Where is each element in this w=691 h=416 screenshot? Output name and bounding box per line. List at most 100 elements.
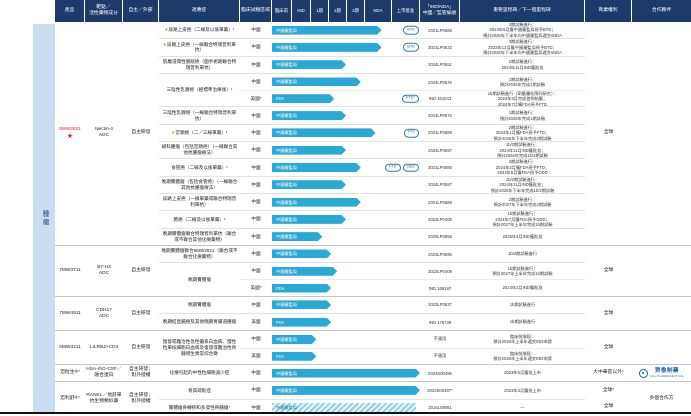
product-name: 9MW2821 xyxy=(59,126,81,132)
indication-label: 復發或難治性急性髓系白血病、慢性粒單核細胞白血病及復發或難治性骨髓增生異常綜合徵 xyxy=(162,339,237,356)
milestone-line: 2023年5月獲批上市 xyxy=(504,370,541,376)
indication-entries: 骨質疏鬆症 中國 中國藥監局 2023S00487* 2023年3月獲批上市 實體瘤骨轉移… xyxy=(159,382,585,416)
phase-bar: FDA xyxy=(272,284,331,293)
designation-chips: BTD xyxy=(403,43,419,52)
rights-label: 全球 xyxy=(603,130,614,136)
indication-label: ✱尿路上皮癌（一線聯合特瑞普利單抗） xyxy=(163,41,236,53)
milestone-line: 預計2026年完成1期試驗 xyxy=(499,115,546,121)
indication-cell: 化療引起的中性粒細胞減少症 xyxy=(159,365,240,381)
indication-row: 實體瘤骨轉移和多發性骨髓瘤* 中國 中國藥監局 2016L09081 — xyxy=(159,398,585,416)
header-cell: 靶點／ 活性藥物成分 xyxy=(85,0,123,22)
region-subrows: 中國 中國藥監局 2023LP0409 1b期試驗進行： 2024年7月獲FDA授予OD… xyxy=(240,211,585,227)
milestone-line: 2024年7月獲FDA授予ODD； xyxy=(495,216,550,222)
phase-track: 中國藥監局 xyxy=(272,297,420,313)
table-row: 美國* FDA IND 169187 2024年2月IND獲批准 xyxy=(240,279,585,295)
indication-label: 晚期實體瘤 xyxy=(188,302,211,308)
indication-label: ✱宮頸癌（二／三線單藥）¹ xyxy=(171,130,228,136)
milestone-text: 1b期試驗進行（劑量優化隊列研究）： 2024年3月完成首例給藥； 2024年7月獲… xyxy=(460,91,585,107)
indication-cell: 晚期實體瘤 xyxy=(159,297,240,313)
milestone-line: 1b/2期試驗進行 xyxy=(507,251,538,257)
indication-cell: 三陰性乳腺癌（經標準治療後）¹ xyxy=(159,74,240,107)
phase-bar: 中國藥監局 xyxy=(272,77,361,86)
registration-number: 2021LP0688 xyxy=(428,165,452,171)
milestone-line: 2期試驗進行： xyxy=(508,124,537,130)
registration-number: 2021LP0688 xyxy=(428,199,452,205)
indication-label: 晚期實體瘤聯合特瑞普利單抗（聯合或不聯合其他化療藥物） xyxy=(162,230,237,242)
milestone-line: 預計2026年完成1b/2期試驗 xyxy=(497,152,548,158)
rights-cell: 大中華區以外* xyxy=(585,365,632,381)
region-label: 中國 xyxy=(251,61,261,67)
indication-entries: 化療引起的中性粒細胞減少症 中國 中國藥監局 2023S00495 2023年5月獲批上… xyxy=(159,365,585,381)
phase-track: 中國藥監局 xyxy=(272,229,420,245)
phase-track: 中國藥監局 xyxy=(272,177,420,193)
phase-track: 中國藥監局 xyxy=(272,365,420,381)
indication-label: 尿路上皮癌（一線單藥或聯合特瑞普利單抗） xyxy=(162,196,237,208)
phase-track: FDA xyxy=(272,280,420,296)
milestone-line: 預計2026年下半年向中國藥監局遞交sNDA xyxy=(483,32,562,38)
region-label: 中國 xyxy=(251,404,261,410)
region-label: 中國 xyxy=(251,129,261,135)
indication-cell: 晚期實體瘤聯合特瑞普利單抗（聯合或不聯合其他化療藥物） xyxy=(159,229,240,245)
phase-bar: 中國藥監局 xyxy=(272,26,382,35)
table-row: 中國 中國藥監局 2023LP0409 1b期試驗進行： 2024年7月獲FDA授予OD… xyxy=(240,211,585,227)
rights-label: 大中華區以外* xyxy=(593,370,624,376)
phase-track: FDA xyxy=(272,348,420,364)
indication-label: 晚期實體瘤（包括食管癌）（一線聯合其他抗腫瘤療法） xyxy=(161,179,238,190)
table-row: 中國 中國藥監局 BTD 2021LP0688 3期試驗進行： 2024年6月獲中國藥監局… xyxy=(240,22,585,38)
milestone-line: 2024年2月獲FDA授予FTD； xyxy=(495,164,550,170)
product-group: 7MW4911 CDH17 ADC 自主研發 晚期實體瘤 中國 中國藥監局 2023LP06… xyxy=(55,295,691,331)
registration-number: IND 169187 xyxy=(428,285,452,291)
phase-track: 中國藥監局 BTD xyxy=(272,39,420,55)
category-band: 腫瘤 xyxy=(33,24,55,412)
region-subrows: 中國 中國藥監局 2023LP0637 1b期試驗進行 xyxy=(240,297,585,313)
partner-cell: 多個合作方 xyxy=(632,382,691,416)
indication-entries: 復發或難治性急性髓系白血病、慢性粒單核細胞白血病及復發或難治性骨髓增生異常綜合徵… xyxy=(159,331,585,364)
indication-label: 晚期實體瘤聯合9MW2821（聯合或不聯合化療藥物） xyxy=(161,248,238,259)
phase-bar: 中國藥監局 xyxy=(272,180,346,189)
product-cell: 迈利舒®* xyxy=(55,382,85,416)
milestone-line: 2期試驗進行： xyxy=(508,159,537,165)
region-subrows: 中國 中國藥監局 不適用 臨床前階段： 預計2026年上半年遞交IND申請 美國 FDA 不適… xyxy=(240,331,585,364)
phase-bar: 中國藥監局 xyxy=(272,215,346,224)
milestone-text: 2期試驗進行： 2024年2月獲FDA授予FTD； 2024年6月獲FDA授予ODD xyxy=(460,159,585,175)
milestone-text: 1b/2期試驗進行： 2024年11月IND獲批准； 預計2026年下半年完成1b/… xyxy=(460,177,585,193)
table-row: 中國 中國藥監局 2023LP0595 1b/2期試驗進行 xyxy=(240,246,585,262)
source-line: 自主研發 xyxy=(131,310,151,316)
partner-name: 齊魯制藥 xyxy=(654,368,679,375)
header-cell: 自主／外部 xyxy=(123,0,159,22)
milestone-line: 1b期試驗進行： xyxy=(507,265,538,271)
indication-row: ✱尿路上皮癌（一線聯合特瑞普利單抗） 中國 中國藥監局 BTD 2021LP0633 3期… xyxy=(159,38,585,55)
milestone-line: 預計2026年上半年遞交IND申請 xyxy=(493,356,552,362)
product-group: 7MW3711 B7-H3 ADC 自主研發 晚期實體瘤聯合9MW2821（聯合或不聯… xyxy=(55,244,691,296)
header-cell: IND xyxy=(292,0,311,22)
region-subrows: 中國 中國藥監局 2021LP0688 2期試驗進行： 預計2027年下半年完成2期試驗 xyxy=(240,194,585,210)
registration-number: 2024LP0597 xyxy=(428,182,452,188)
header-cell: 上市批准 xyxy=(392,0,420,22)
phase-bar: 中國藥監局 xyxy=(272,249,331,258)
milestone-text: 2期試驗進行： 預計2027年下半年完成2期試驗 xyxy=(460,197,585,208)
phase-bar: 中國藥監局 xyxy=(272,111,346,120)
partner-cell xyxy=(632,246,691,296)
milestone-line: 預計2026年上半年遞交IND申請 xyxy=(493,339,552,345)
table-row: 中國 中國藥監局 2024LP0576 1期試驗進行： 預計2026年完成1期試驗 xyxy=(240,107,585,123)
designation-chip: ODD xyxy=(402,163,419,172)
registration-number: 2024LP0597 xyxy=(428,147,452,153)
registration-number: 2023LP0409 xyxy=(428,216,452,222)
registration-number: 2021LP0633 xyxy=(428,44,452,50)
header-cell: 臨床試驗區域 xyxy=(240,0,272,22)
phase-bar: 中國藥監局 xyxy=(272,335,316,344)
region-label: 中國 xyxy=(251,216,261,222)
target-label: RANKL／地舒單抗生物類似藥 xyxy=(86,393,122,405)
table-row: 美國* FDA FTD* IND 161043 1b期試驗進行（劑量優化隊列研究）： 20… xyxy=(240,90,585,107)
indication-cell: ✱尿路上皮癌（一線聯合特瑞普利單抗） xyxy=(159,39,240,55)
indication-cell: 晚期實體瘤 xyxy=(159,263,240,296)
footnote-mark-icon: ✱ xyxy=(163,41,167,47)
milestone-text: 1期試驗進行： 預計2026年完成1期試驗 xyxy=(460,110,585,121)
table-row: 中國 中國藥監局 FTD 2021LP0688 2期試驗進行： 2024年1月獲FDA授予… xyxy=(240,125,585,141)
phase-bar: 中國藥監局 xyxy=(272,403,416,413)
rights-label: 全球* xyxy=(602,387,615,393)
rights-label: 全球 xyxy=(603,344,614,350)
indication-label: 晚期實體瘤 xyxy=(188,276,211,282)
designation-chips: BTD xyxy=(403,25,419,35)
milestone-line: 1b/2期試驗進行： xyxy=(505,142,540,148)
